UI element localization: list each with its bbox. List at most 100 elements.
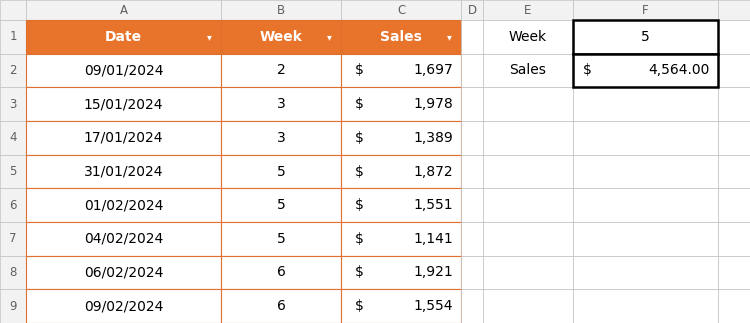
Bar [341, 87, 461, 121]
Text: 2: 2 [277, 64, 285, 78]
Text: 06/02/2024: 06/02/2024 [84, 266, 164, 279]
Text: 6: 6 [9, 199, 16, 212]
Text: 1: 1 [9, 30, 16, 43]
Bar [26, 289, 221, 323]
Text: 09/02/2024: 09/02/2024 [84, 299, 164, 313]
Bar [483, 256, 573, 289]
Bar [221, 222, 341, 256]
Text: Date: Date [105, 30, 142, 44]
Text: 1,697: 1,697 [413, 64, 453, 78]
Bar [221, 121, 341, 155]
Text: C: C [397, 4, 405, 16]
Text: $: $ [355, 232, 364, 246]
Bar [573, 289, 718, 323]
Bar [483, 289, 573, 323]
Bar [718, 256, 750, 289]
Bar [26, 121, 221, 155]
Text: 1,872: 1,872 [413, 164, 453, 179]
Bar [0, 54, 26, 87]
Text: $: $ [355, 266, 364, 279]
Bar [483, 222, 573, 256]
Bar [26, 222, 221, 256]
Bar [341, 188, 461, 222]
Bar [461, 155, 483, 188]
Bar [0, 256, 26, 289]
Text: 9: 9 [9, 300, 16, 313]
Bar [718, 54, 750, 87]
Text: 8: 8 [9, 266, 16, 279]
Text: 1,389: 1,389 [413, 131, 453, 145]
Bar [718, 222, 750, 256]
Text: 15/01/2024: 15/01/2024 [84, 97, 164, 111]
Bar [221, 0, 341, 20]
Text: $: $ [355, 164, 364, 179]
Bar [0, 188, 26, 222]
Text: 6: 6 [277, 266, 286, 279]
Bar [341, 289, 461, 323]
Bar [0, 20, 26, 54]
Bar [461, 222, 483, 256]
Bar [483, 54, 573, 87]
Bar [461, 20, 483, 54]
Text: 5: 5 [9, 165, 16, 178]
Bar [26, 20, 221, 54]
Bar [341, 0, 461, 20]
Text: 1,554: 1,554 [413, 299, 453, 313]
Text: 04/02/2024: 04/02/2024 [84, 232, 164, 246]
Text: 7: 7 [9, 232, 16, 245]
Bar [0, 155, 26, 188]
Text: 3: 3 [277, 131, 285, 145]
Text: B: B [277, 4, 285, 16]
Bar [341, 20, 461, 54]
Text: 01/02/2024: 01/02/2024 [84, 198, 164, 212]
Bar [0, 222, 26, 256]
Text: 17/01/2024: 17/01/2024 [84, 131, 164, 145]
Text: $: $ [355, 97, 364, 111]
Bar [0, 0, 26, 20]
Bar [573, 222, 718, 256]
Bar [221, 20, 341, 54]
Text: 1,141: 1,141 [413, 232, 453, 246]
Text: $: $ [355, 131, 364, 145]
Text: 6: 6 [277, 299, 286, 313]
Text: $: $ [355, 299, 364, 313]
Bar [483, 87, 573, 121]
Bar [718, 289, 750, 323]
Text: 4: 4 [9, 131, 16, 144]
Text: 2: 2 [9, 64, 16, 77]
Bar [573, 0, 718, 20]
Text: Week: Week [509, 30, 547, 44]
Bar [0, 87, 26, 121]
Text: $: $ [355, 64, 364, 78]
Bar [718, 20, 750, 54]
Text: 5: 5 [277, 164, 285, 179]
Text: 5: 5 [641, 30, 650, 44]
Bar [483, 121, 573, 155]
Text: Week: Week [260, 30, 302, 44]
Bar [573, 188, 718, 222]
Bar [483, 188, 573, 222]
Bar [26, 155, 221, 188]
Bar [718, 155, 750, 188]
Bar [461, 121, 483, 155]
Bar [718, 0, 750, 20]
Bar [341, 155, 461, 188]
Text: ▾: ▾ [206, 32, 212, 42]
Bar [483, 155, 573, 188]
Text: 1,551: 1,551 [413, 198, 453, 212]
Bar [0, 289, 26, 323]
Bar [341, 222, 461, 256]
Text: D: D [467, 4, 476, 16]
Bar [341, 256, 461, 289]
Text: 5: 5 [277, 198, 285, 212]
Text: 09/01/2024: 09/01/2024 [84, 64, 164, 78]
Bar [341, 121, 461, 155]
Text: 5: 5 [277, 232, 285, 246]
Bar [573, 54, 718, 87]
Text: F: F [642, 4, 649, 16]
Text: 31/01/2024: 31/01/2024 [84, 164, 164, 179]
Bar [221, 54, 341, 87]
Text: $: $ [355, 198, 364, 212]
Bar [461, 256, 483, 289]
Bar [573, 54, 718, 87]
